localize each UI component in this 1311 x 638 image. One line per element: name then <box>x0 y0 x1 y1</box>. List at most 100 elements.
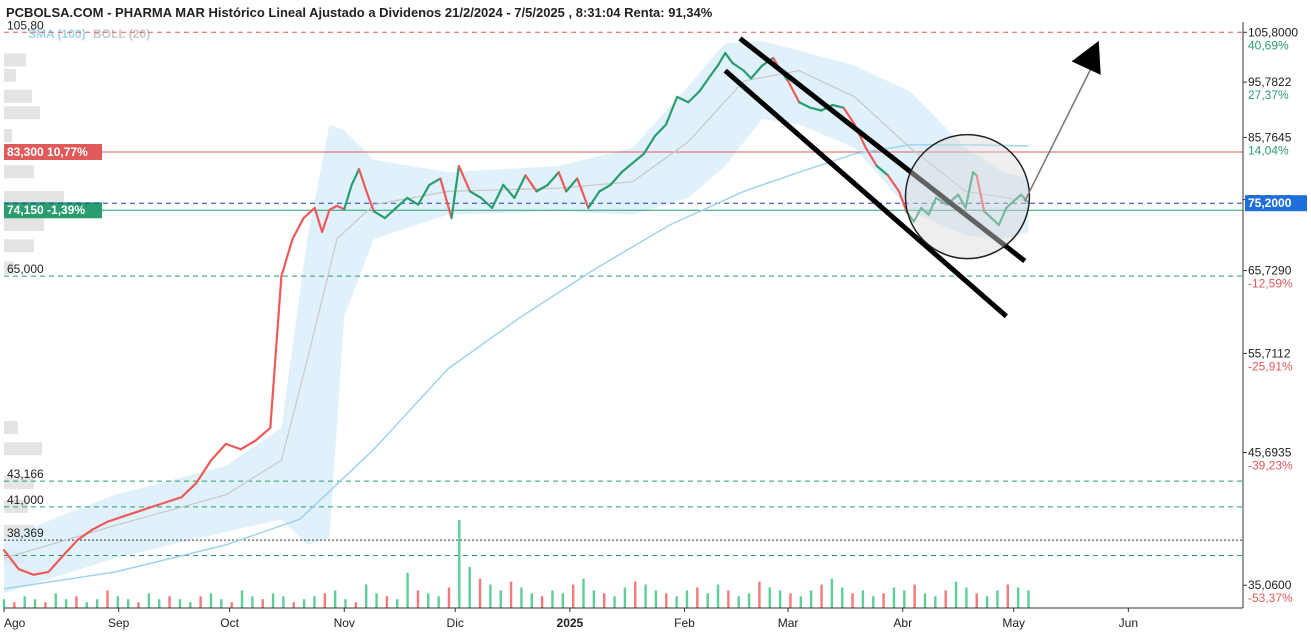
volume-bar <box>158 599 161 608</box>
price-segment <box>106 515 124 523</box>
volume-bar <box>126 599 130 608</box>
price-segment <box>91 520 109 531</box>
volume-bar <box>954 581 958 608</box>
x-tick-label: Mar <box>778 616 799 630</box>
volume-bar <box>385 596 389 608</box>
x-tick-label: Oct <box>220 616 239 630</box>
volume-bar <box>168 596 171 608</box>
level-label: 83,300 10,77% <box>7 145 88 159</box>
price-segment <box>809 106 823 112</box>
volume-bar <box>85 602 88 608</box>
volume-bar <box>178 599 182 608</box>
price-segment <box>468 190 483 200</box>
channel-line-lower <box>723 68 1008 319</box>
profile-bar <box>4 442 42 456</box>
x-tick-label: Feb <box>674 616 695 630</box>
volume-bar <box>737 596 740 608</box>
volume-bar <box>716 584 720 608</box>
volume-bar <box>427 593 430 608</box>
volume-bar <box>458 520 461 608</box>
boll-mid-line <box>3 69 1029 559</box>
volume-bar <box>282 596 285 608</box>
volume-bar <box>354 602 358 608</box>
volume-bar <box>820 584 823 608</box>
legend-sma: SMA (100) <box>28 27 86 41</box>
x-tick-label: Ago <box>4 616 26 630</box>
volume-bar <box>44 602 47 608</box>
volume-bar <box>654 590 658 608</box>
y-tick-pct: -53,37% <box>1248 591 1293 605</box>
level-label: 41,000 <box>7 493 44 507</box>
y-tick-label: 35,0600 <box>1248 578 1292 592</box>
volume-bar <box>530 593 533 608</box>
volume-bar <box>965 587 968 608</box>
price-segment <box>1005 200 1015 209</box>
volume-bar <box>644 584 647 608</box>
price-segment <box>535 183 549 193</box>
y-tick-label: 55,7112 <box>1248 346 1291 360</box>
x-tick-label: Abr <box>893 616 912 630</box>
volume-bar <box>1006 584 1009 608</box>
volume-bar <box>768 587 771 608</box>
volume-bar <box>634 581 637 608</box>
volume-bar <box>406 572 409 608</box>
volume-bar <box>665 593 668 608</box>
volume-bar <box>75 596 78 608</box>
price-segment <box>964 171 975 209</box>
price-segment <box>313 206 324 234</box>
price-segment <box>716 51 727 67</box>
price-segment <box>291 216 305 241</box>
price-segment <box>62 538 80 557</box>
volume-bar <box>2 599 6 608</box>
volume-bar <box>116 596 120 608</box>
volume-bar <box>106 590 109 608</box>
price-segment <box>350 168 361 187</box>
volume-bar <box>592 590 596 608</box>
volume-bar <box>975 593 978 608</box>
volume-bar <box>520 587 523 608</box>
price-segment <box>165 496 183 504</box>
price-segment <box>439 177 453 220</box>
price-segment <box>210 442 228 462</box>
profile-bar <box>4 68 16 82</box>
price-segment <box>2 549 20 571</box>
volume-bar <box>778 590 782 608</box>
volume-bar <box>292 602 295 608</box>
y-tick-label: 65,7290 <box>1248 264 1292 278</box>
y-tick-pct: 14,04% <box>1248 143 1289 157</box>
volume-bar <box>758 581 761 608</box>
volume-bar <box>509 581 513 608</box>
price-segment <box>687 90 701 104</box>
x-axis: Ago Sep Oct Nov Dic 2025 Feb Mar Abr May Jun <box>3 608 1138 630</box>
price-segment <box>934 196 949 206</box>
level-tag <box>4 143 102 160</box>
price-segment <box>224 442 242 451</box>
price-segment <box>269 275 283 430</box>
chart-title: PCBOLSA.COM - PHARMA MAR Histórico Linea… <box>6 5 713 20</box>
sma-line <box>3 144 1029 590</box>
price-segment <box>502 183 516 200</box>
volume-bar <box>934 596 937 608</box>
volume-bar <box>54 593 57 608</box>
profile-bar <box>4 106 40 120</box>
price-segment <box>609 171 623 187</box>
volume-bar <box>799 596 803 608</box>
x-tick-label: 2025 <box>557 616 584 630</box>
target-arrow-shaft <box>1024 52 1100 202</box>
y-tick-pct: 27,37% <box>1248 88 1289 102</box>
volume-bar <box>903 590 906 608</box>
price-segment <box>335 204 346 211</box>
profile-bar <box>4 261 14 275</box>
price-segment <box>1019 193 1030 205</box>
price-segment <box>749 64 764 80</box>
volume-bar <box>13 602 16 608</box>
volume-bar <box>189 602 192 608</box>
y-tick-label: 45,6935 <box>1248 446 1292 460</box>
price-segment <box>698 74 712 93</box>
volume-bar <box>33 599 37 608</box>
price-segment <box>357 168 368 193</box>
level-label: 43,166 <box>7 467 44 481</box>
price-segment <box>328 204 338 212</box>
y-tick-label: 85,7645 <box>1248 130 1292 144</box>
